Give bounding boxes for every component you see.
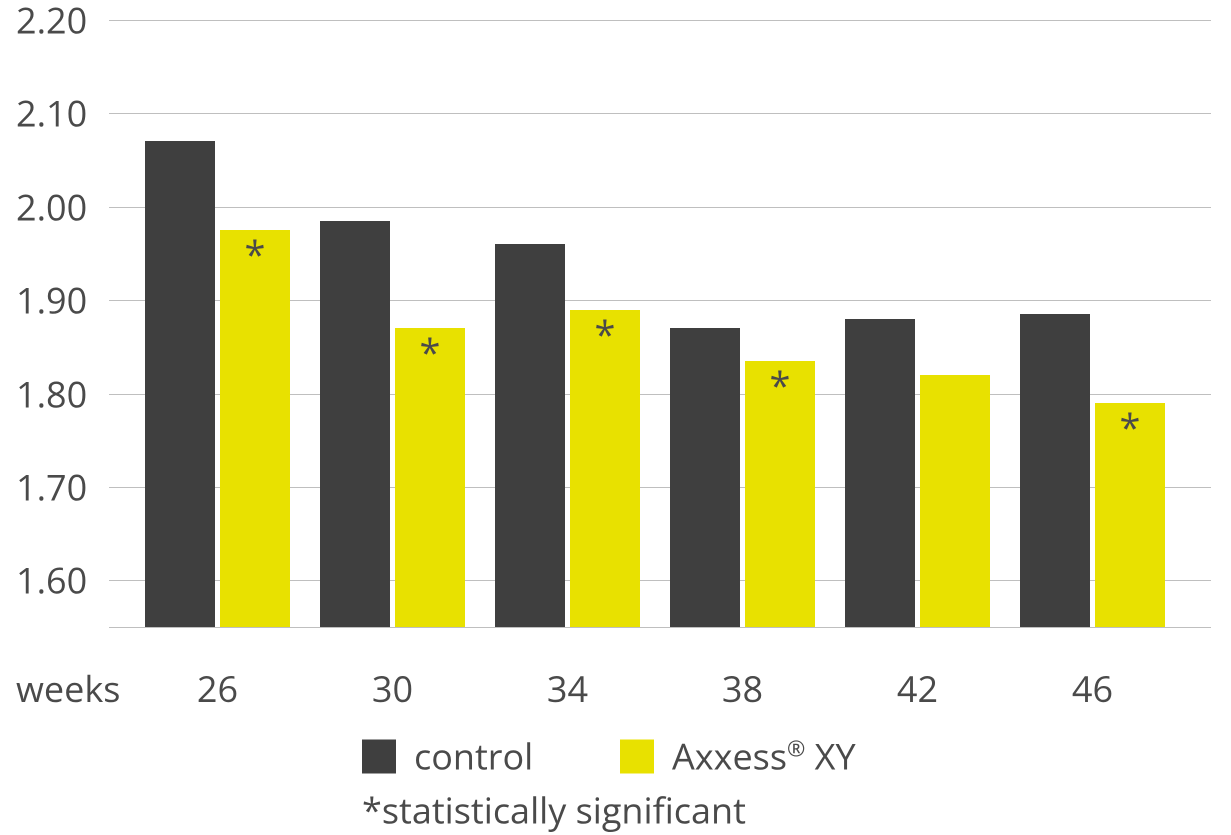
bar bbox=[495, 244, 565, 627]
bar: * bbox=[570, 310, 640, 628]
footnote: *statistically significant bbox=[362, 786, 746, 835]
legend-label: control bbox=[414, 732, 533, 781]
bar bbox=[320, 221, 390, 627]
legend-swatch bbox=[620, 739, 654, 773]
x-tick-label: 26 bbox=[197, 664, 238, 713]
x-tick-label: 34 bbox=[547, 664, 588, 713]
legend-item: Axxess® XY bbox=[620, 732, 856, 781]
bar bbox=[145, 141, 215, 627]
significance-marker: * bbox=[420, 334, 441, 372]
bar bbox=[1020, 314, 1090, 627]
legend-item: control bbox=[362, 732, 533, 781]
bar: * bbox=[1095, 403, 1165, 627]
bar bbox=[845, 319, 915, 627]
grouped-bar-chart: 1.601.701.801.902.002.102.20 ***** weeks… bbox=[0, 0, 1231, 835]
baseline bbox=[109, 627, 1211, 628]
bar bbox=[920, 375, 990, 627]
bar: * bbox=[745, 361, 815, 627]
significance-marker: * bbox=[245, 236, 266, 274]
legend-swatch bbox=[362, 739, 396, 773]
x-axis-title: weeks bbox=[16, 664, 120, 713]
x-tick-label: 38 bbox=[722, 664, 763, 713]
significance-marker: * bbox=[595, 316, 616, 354]
bar bbox=[670, 328, 740, 627]
bar: * bbox=[220, 230, 290, 627]
significance-marker: * bbox=[1120, 409, 1141, 447]
x-tick-label: 46 bbox=[1072, 664, 1113, 713]
significance-marker: * bbox=[770, 367, 791, 405]
x-tick-label: 30 bbox=[372, 664, 413, 713]
bars-layer: * * * * * bbox=[0, 0, 1231, 627]
bar: * bbox=[395, 328, 465, 627]
x-tick-label: 42 bbox=[897, 664, 938, 713]
legend-label: Axxess® XY bbox=[672, 732, 856, 781]
